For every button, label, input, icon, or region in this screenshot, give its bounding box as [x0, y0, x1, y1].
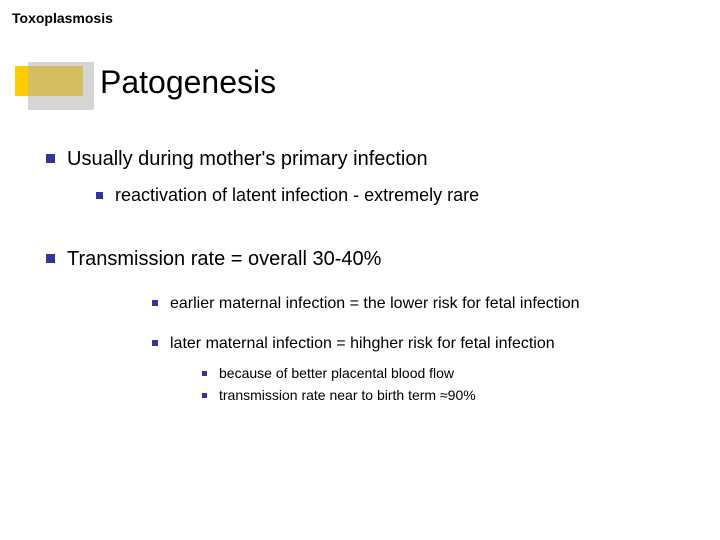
- spacer: [46, 325, 700, 335]
- bullet-square-icon: [202, 371, 207, 376]
- slide-title: Patogenesis: [100, 64, 276, 101]
- bullet-square-icon: [152, 340, 158, 346]
- bullet-text: because of better placental blood flow: [219, 365, 454, 381]
- bullet-lvl1: Usually during mother's primary infectio…: [46, 148, 700, 171]
- bullet-lvl3: later maternal infection = hihgher risk …: [46, 335, 700, 353]
- content-area: Usually during mother's primary infectio…: [46, 148, 700, 409]
- bullet-square-icon: [202, 393, 207, 398]
- bullet-lvl1: Transmission rate = overall 30-40%: [46, 248, 700, 271]
- bullet-square-icon: [152, 300, 158, 306]
- bullet-text: Usually during mother's primary infectio…: [67, 148, 428, 170]
- bullet-lvl4: because of better placental blood flow: [46, 365, 700, 381]
- bullet-text: Transmission rate = overall 30-40%: [67, 248, 381, 270]
- bullet-lvl3: earlier maternal infection = the lower r…: [46, 295, 700, 313]
- bullet-square-icon: [96, 192, 103, 199]
- title-accent-gray: [28, 62, 94, 110]
- spacer: [46, 285, 700, 295]
- bullet-text: earlier maternal infection = the lower r…: [170, 295, 580, 312]
- bullet-text: later maternal infection = hihgher risk …: [170, 335, 555, 352]
- bullet-lvl4: transmission rate near to birth term ≈90…: [46, 387, 700, 403]
- bullet-lvl2: reactivation of latent infection - extre…: [46, 185, 700, 206]
- bullet-square-icon: [46, 154, 55, 163]
- bullet-text: transmission rate near to birth term ≈90…: [219, 387, 476, 403]
- slide: Toxoplasmosis Patogenesis Usually during…: [0, 0, 720, 540]
- bullet-square-icon: [46, 254, 55, 263]
- slide-header: Toxoplasmosis: [12, 10, 113, 26]
- spacer: [46, 220, 700, 248]
- bullet-text: reactivation of latent infection - extre…: [115, 185, 479, 205]
